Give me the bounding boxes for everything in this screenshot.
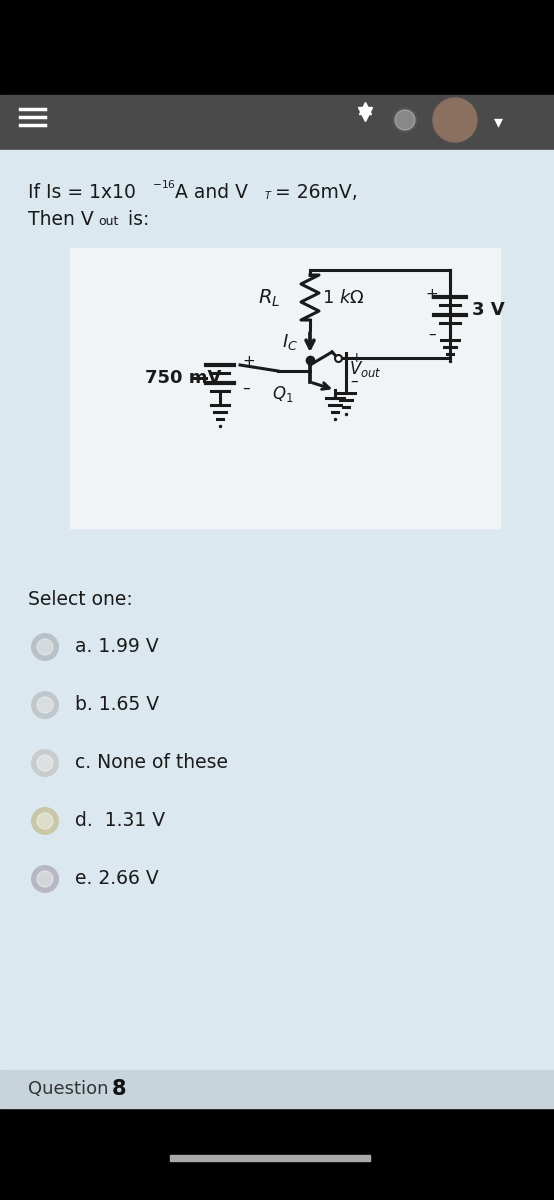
Text: Then V: Then V (28, 210, 94, 229)
Text: $R_L$: $R_L$ (258, 287, 280, 308)
Text: +: + (350, 350, 362, 365)
Circle shape (37, 755, 53, 770)
Text: Question: Question (28, 1080, 114, 1098)
Text: A and V: A and V (175, 182, 248, 202)
Text: $Q_1$: $Q_1$ (272, 384, 294, 404)
Text: Select one:: Select one: (28, 590, 133, 608)
Circle shape (395, 110, 415, 130)
Text: = 26mV,: = 26mV, (275, 182, 358, 202)
Circle shape (31, 749, 59, 778)
Text: $_T$: $_T$ (264, 188, 273, 202)
Circle shape (31, 634, 59, 661)
Bar (0, 1070, 554, 1108)
Text: –: – (350, 373, 358, 389)
Bar (0, 1080, 554, 1200)
Text: –: – (428, 326, 436, 342)
Text: 8: 8 (112, 1079, 126, 1099)
Circle shape (31, 865, 59, 893)
Text: $^{-16}$: $^{-16}$ (152, 181, 176, 196)
Bar (70, 248, 500, 528)
Text: +: + (425, 287, 438, 302)
Circle shape (393, 108, 417, 132)
Text: +: + (242, 354, 255, 368)
Circle shape (37, 638, 53, 655)
Text: 750 mV: 750 mV (145, 370, 222, 386)
Bar (170, 1154, 370, 1162)
Text: $I_C$: $I_C$ (282, 332, 298, 352)
Text: e. 2.66 V: e. 2.66 V (75, 870, 159, 888)
Circle shape (37, 814, 53, 829)
Text: a. 1.99 V: a. 1.99 V (75, 637, 159, 656)
Bar (0, 150, 554, 1080)
Circle shape (31, 806, 59, 835)
Circle shape (31, 691, 59, 719)
Circle shape (37, 697, 53, 713)
Circle shape (37, 871, 53, 887)
Text: out: out (98, 215, 119, 228)
Text: c. None of these: c. None of these (75, 754, 228, 773)
Text: –: – (242, 380, 250, 396)
Text: $V_{out}$: $V_{out}$ (349, 359, 382, 379)
Bar (0, 0, 554, 95)
Text: 3 V: 3 V (472, 301, 505, 319)
Text: b. 1.65 V: b. 1.65 V (75, 696, 159, 714)
Text: ▾: ▾ (494, 113, 502, 131)
Circle shape (433, 98, 477, 142)
Bar (0, 95, 554, 150)
Text: d.  1.31 V: d. 1.31 V (75, 811, 165, 830)
Text: is:: is: (122, 210, 150, 229)
Text: $1\ k\Omega$: $1\ k\Omega$ (322, 289, 365, 307)
Text: If Is = 1x10: If Is = 1x10 (28, 182, 136, 202)
